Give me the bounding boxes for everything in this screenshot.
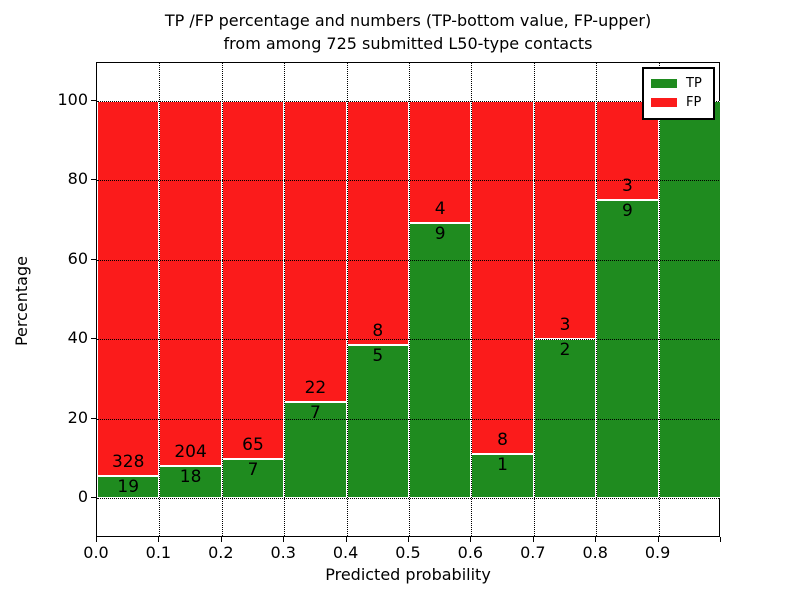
vertical-gridline [284,63,286,536]
plot-area: 328192041865722785498132393 TP FP [96,62,721,537]
tp-color-swatch [651,79,677,88]
x-tick-label: 0.4 [332,543,359,562]
x-tick-label: 0.8 [582,543,608,562]
y-tick-mark [91,417,96,419]
x-tick-mark [470,537,472,542]
bar-segment-fp [533,101,597,340]
bar-segment-fp [221,101,285,460]
y-tick-mark [91,338,96,340]
fp-count-label: 8 [497,429,508,450]
x-tick-label: 0.5 [395,543,421,562]
bar-segment-tp [409,223,472,498]
x-tick-label: 0.6 [457,543,484,562]
fp-count-label: 4 [434,199,446,220]
bar-segment-tp [346,345,409,498]
vertical-gridline [471,63,473,536]
horizontal-gridline [97,418,719,420]
x-tick-mark [220,537,222,542]
fp-count-label: 3 [621,176,633,197]
bar-segment-fp [346,101,409,346]
tp-count-label: 1 [497,454,508,475]
chart-title-line1: TP /FP percentage and numbers (TP-bottom… [164,11,652,30]
x-tick-mark [158,537,160,542]
bar-segment-fp [409,101,472,224]
bar-segment-fp [471,101,534,454]
fp-count-label: 8 [372,321,384,342]
y-tick-mark [91,258,96,260]
x-tick-mark [657,537,659,542]
vertical-gridline [346,63,348,536]
bar-segment-fp [97,101,160,477]
horizontal-gridline [97,259,719,261]
vertical-gridline [159,63,161,536]
bar-segment-tp [533,339,597,498]
bar-segment-fp [284,101,347,403]
fp-count-label: 3 [559,315,571,336]
bar-segment-fp [159,101,222,466]
x-axis-label: Predicted probability [325,565,491,584]
legend-item-fp: FP [651,93,706,112]
tp-count-label: 9 [434,224,446,245]
fp-count-label: 204 [174,441,207,462]
x-tick-label: 0.0 [83,543,109,562]
chart-title: TP /FP percentage and numbers (TP-bottom… [96,9,720,55]
x-tick-label: 0.9 [644,543,671,562]
y-tick-label: 80 [67,169,88,189]
fp-count-label: 65 [242,435,264,456]
x-tick-mark [408,537,409,542]
x-tick-mark [532,537,534,542]
legend: TP FP [642,67,715,120]
fp-count-label: 22 [304,378,327,399]
y-tick-label: 100 [57,90,88,109]
x-tick-mark [345,537,347,542]
vertical-gridline [221,63,223,536]
tp-count-label: 2 [559,340,571,361]
x-tick-label: 0.7 [520,543,546,562]
tp-count-label: 19 [117,477,140,498]
bar-segment-tp [596,200,659,499]
x-tick-label: 0.1 [145,543,172,562]
y-tick-label: 20 [67,407,88,427]
x-tick-label: 0.3 [270,543,296,562]
tp-count-label: 7 [247,460,259,481]
x-tick-mark [720,537,721,542]
y-tick-mark [91,100,96,101]
horizontal-gridline [97,339,719,341]
legend-label-tp: TP [686,76,702,91]
tp-count-label: 7 [309,403,321,424]
y-tick-mark [91,497,96,498]
y-tick-label: 40 [67,328,88,348]
tp-count-label: 9 [621,201,633,222]
vertical-gridline [658,63,660,536]
bar-segment-tp [284,402,347,498]
vertical-gridline [596,63,598,536]
y-tick-mark [91,179,96,181]
legend-item-tp: TP [651,74,706,93]
x-tick-label: 0.2 [208,543,234,562]
y-tick-label: 0 [77,487,88,506]
x-tick-mark [595,537,597,542]
tp-count-label: 5 [372,346,384,367]
vertical-gridline [409,63,410,536]
fp-color-swatch [651,98,677,107]
tp-count-label: 18 [179,466,202,487]
horizontal-gridline [97,180,719,182]
vertical-gridline [533,63,535,536]
y-axis-label: Percentage [12,256,31,347]
x-tick-mark [283,537,285,542]
legend-label-fp: FP [686,95,702,110]
horizontal-gridline [97,498,719,499]
bar-segment-tp [221,459,285,498]
x-tick-mark [96,537,97,542]
bar-segment-tp [658,101,721,498]
bar-segment-tp [97,476,160,498]
fp-count-label: 328 [111,452,145,473]
chart-title-line2: from among 725 submitted L50-type contac… [223,34,593,53]
y-tick-label: 60 [67,248,88,268]
bar-segment-tp [471,453,534,498]
horizontal-gridline [97,101,719,102]
